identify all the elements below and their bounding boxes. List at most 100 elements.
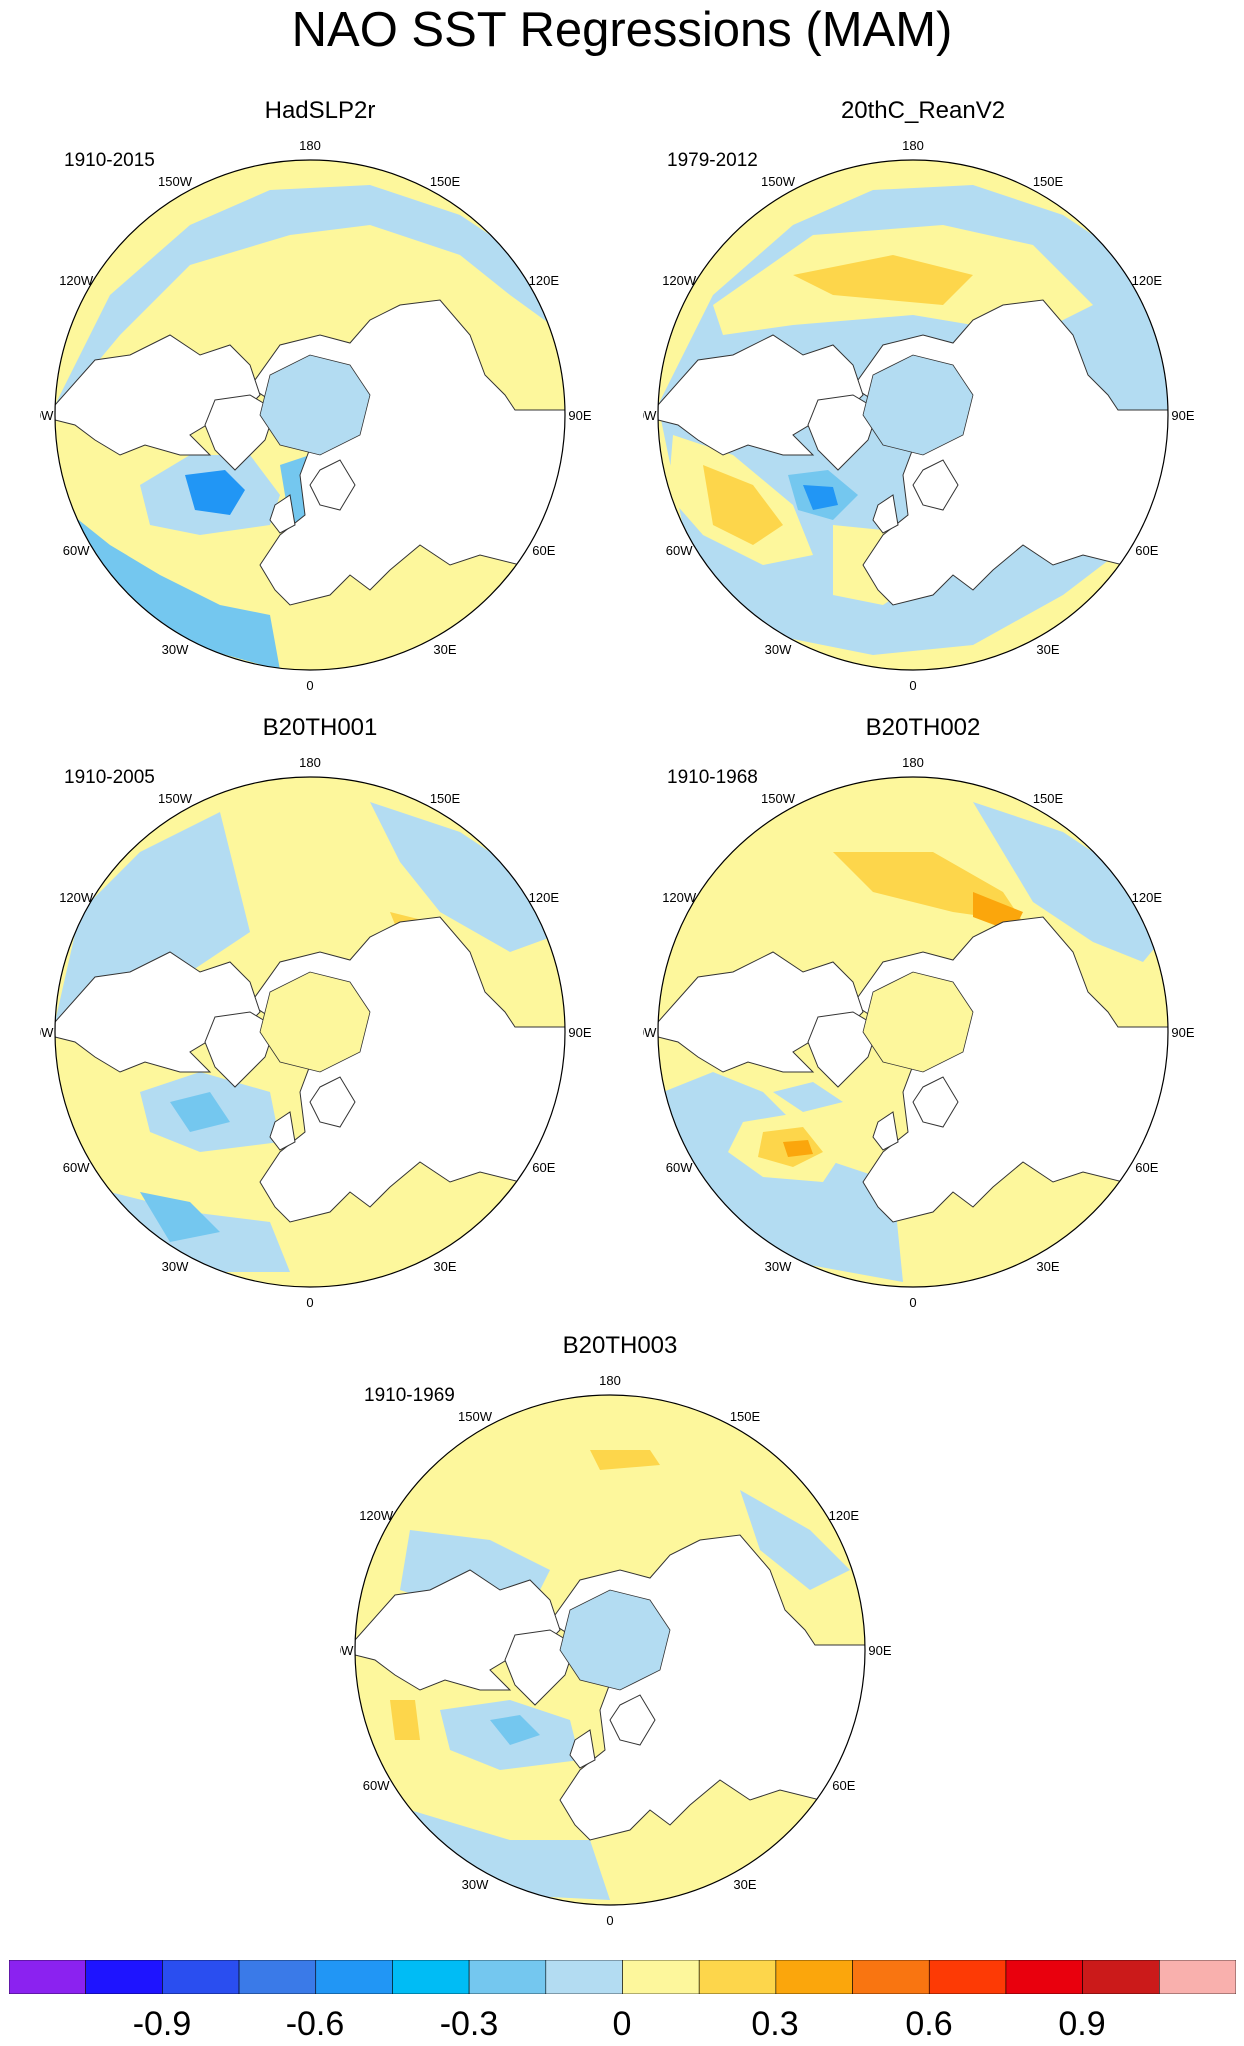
panel-period: 1979-2012 <box>667 150 758 171</box>
arctic-ocean <box>259 971 371 1073</box>
anomaly-patch <box>803 485 838 510</box>
colorbar-swatch <box>162 1960 240 1994</box>
land-mass <box>269 494 296 534</box>
anomaly-patch <box>140 1192 220 1242</box>
longitude-label: 150W <box>158 791 193 806</box>
map-panel-b20th003: B20TH003 1910-1969 180 150E 120E 90E 60E 30E 0… <box>340 1330 900 1950</box>
longitude-label: 120W <box>662 890 697 905</box>
land-mass <box>309 1076 356 1128</box>
arctic-ocean <box>862 354 974 456</box>
anomaly-patch <box>793 255 973 305</box>
map-panel-hadslp2r: HadSLP2r 1910-2015 180 150E 120E 90E 60E 30E 0… <box>40 95 600 715</box>
longitude-label: 90W <box>40 408 54 423</box>
longitude-label: 90W <box>40 1025 54 1040</box>
longitude-label: 180 <box>599 1373 621 1388</box>
arctic-ocean <box>559 1589 671 1691</box>
longitude-label: 30W <box>162 1259 189 1274</box>
land-mass <box>872 494 899 534</box>
map-panel-b20th002: B20TH002 1910-1968 180 150E 120E 90E 60E 30E 0… <box>643 712 1203 1332</box>
land-mass <box>807 1011 879 1088</box>
land-mass <box>204 394 276 471</box>
longitude-label: 60W <box>666 543 693 558</box>
panel-period: 1910-1969 <box>364 1385 455 1406</box>
anomaly-patch <box>55 185 565 405</box>
land-mass <box>807 394 879 471</box>
longitude-label: 90W <box>643 1025 657 1040</box>
longitude-label: 30W <box>462 1877 489 1892</box>
map-outline <box>54 159 566 671</box>
longitude-label: 90W <box>643 408 657 423</box>
colorbar-swatch <box>622 1960 700 1994</box>
anomaly-patch <box>590 1450 660 1470</box>
longitude-label: 120W <box>59 890 94 905</box>
longitude-label: 150W <box>761 791 796 806</box>
longitude-label: 120W <box>359 1508 394 1523</box>
longitude-label: 30W <box>765 1259 792 1274</box>
longitude-label: 60E <box>532 543 555 558</box>
longitude-label: 120E <box>529 890 560 905</box>
colorbar-swatch <box>1005 1960 1083 1994</box>
longitude-label: 60W <box>63 1160 90 1175</box>
panel-period: 1910-2005 <box>64 767 155 788</box>
anomaly-patch <box>410 1810 610 1900</box>
longitude-label: 90E <box>1171 408 1194 423</box>
longitude-label: 120E <box>1132 890 1163 905</box>
panel-title: B20TH002 <box>865 714 981 741</box>
land-mass <box>569 1729 596 1769</box>
longitude-label: 150E <box>430 174 461 189</box>
polar-map: 180 150E 120E 90E 60E 30E 0 30W 60W 90W 120W 150W <box>40 755 592 1310</box>
anomaly-patch <box>170 1092 230 1132</box>
longitude-label: 60E <box>532 1160 555 1175</box>
longitude-label: 120E <box>1132 273 1163 288</box>
colorbar-swatch <box>85 1960 163 1994</box>
map-outline <box>354 1394 866 1906</box>
anomaly-patch <box>370 802 565 952</box>
colorbar-tick-label: -0.6 <box>285 2005 345 2043</box>
colorbar-swatch <box>698 1960 777 1994</box>
colorbar-swatch <box>775 1960 853 1994</box>
longitude-label: 30E <box>1036 1259 1059 1274</box>
polar-map: 180 150E 120E 90E 60E 30E 0 30W 60W 90W 120W 150W <box>643 755 1195 1310</box>
longitude-label: 30E <box>433 1259 456 1274</box>
longitude-label: 90E <box>868 1643 891 1658</box>
anomaly-layer <box>55 185 565 670</box>
panel-period: 1910-1968 <box>667 767 758 788</box>
longitude-label: 0 <box>306 678 313 693</box>
colorbar-swatch <box>468 1960 547 1994</box>
panel-title: HadSLP2r <box>264 97 376 124</box>
longitude-label: 120E <box>529 273 560 288</box>
colorbar-swatch <box>1159 1960 1236 1994</box>
polar-map: 180 150E 120E 90E 60E 30E 0 30W 60W 90W 120W 150W <box>40 138 592 693</box>
longitude-label: 0 <box>909 678 916 693</box>
land-mass <box>269 1111 296 1151</box>
longitude-label: 60W <box>666 1160 693 1175</box>
longitude-label: 30W <box>162 642 189 657</box>
longitude-label: 120W <box>59 273 94 288</box>
longitude-label: 60W <box>63 543 90 558</box>
longitude-label: 120E <box>829 1508 860 1523</box>
longitude-label: 150E <box>1033 174 1064 189</box>
longitude-label: 120W <box>662 273 697 288</box>
colorbar-tick-label: 0 <box>612 2005 632 2043</box>
panel-period: 1910-2015 <box>64 150 155 171</box>
colorbar-swatch <box>9 1960 86 1994</box>
longitude-label: 180 <box>299 138 321 153</box>
longitude-label: 150W <box>158 174 193 189</box>
longitude-label: 150W <box>761 174 796 189</box>
map-panel-b20th001: B20TH001 1910-2005 180 150E 120E 90E 60E 30E 0… <box>40 712 600 1332</box>
land-mass <box>912 1076 959 1128</box>
longitude-label: 0 <box>306 1295 313 1310</box>
anomaly-patch <box>740 1490 850 1590</box>
map-outline <box>657 776 1169 1288</box>
land-mass <box>204 1011 276 1088</box>
longitude-label: 30W <box>765 642 792 657</box>
panel-title: B20TH001 <box>262 714 378 741</box>
longitude-label: 90E <box>1171 1025 1194 1040</box>
longitude-label: 90E <box>568 408 591 423</box>
anomaly-patch <box>973 802 1168 962</box>
anomaly-patch <box>783 1140 813 1157</box>
longitude-label: 180 <box>299 755 321 770</box>
map-panel-20thc-reanv2: 20thC_ReanV2 1979-2012 180 150E 120E 90E 60E… <box>643 95 1203 715</box>
colorbar-swatch <box>238 1960 317 1994</box>
land-mass <box>912 459 959 511</box>
